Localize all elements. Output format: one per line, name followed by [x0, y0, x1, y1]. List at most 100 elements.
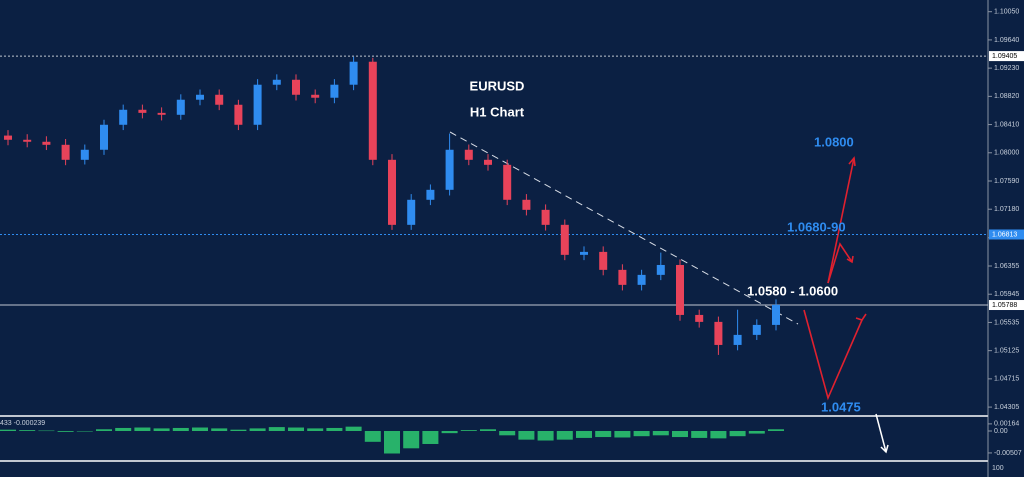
level-label-box: [989, 229, 1024, 240]
candle-body: [464, 149, 473, 160]
histogram-bar: [422, 430, 439, 444]
annotation: 1.0580 - 1.0600: [747, 283, 838, 298]
histogram-bar: [768, 429, 784, 431]
candle-body: [388, 159, 396, 225]
histogram-bar: [211, 428, 228, 431]
candle-body: [4, 135, 12, 140]
histogram-bar: [633, 430, 650, 437]
histogram-bar: [672, 430, 688, 438]
y-tick-label: 1.05535: [994, 319, 1019, 326]
histogram-bar: [326, 427, 343, 431]
histogram-bar: [403, 430, 420, 449]
y-tick-label: 0.00164: [994, 421, 1019, 428]
chart-title: EURUSD: [470, 78, 525, 93]
candle-body: [618, 269, 627, 285]
candle-body: [330, 84, 339, 98]
y-tick-label: -0.00507: [994, 450, 1022, 457]
candle-body: [196, 94, 204, 100]
candle-body: [368, 61, 377, 160]
candle-body: [42, 141, 51, 145]
level-label: 1.09405: [992, 53, 1017, 60]
y-tick-label: 1.09230: [994, 65, 1019, 72]
candle-body: [61, 144, 70, 160]
y-tick-label: 1.07590: [994, 178, 1019, 185]
histogram-bar: [364, 430, 381, 442]
indicator-label: 433 -0.000239: [0, 420, 45, 427]
histogram-bar: [441, 430, 458, 434]
candle-body: [656, 264, 665, 275]
trend-line: [449, 131, 799, 325]
level-label: 1.05788: [992, 302, 1017, 309]
arrows: [803, 156, 867, 401]
histogram-bar: [19, 430, 36, 431]
histogram-bar: [288, 427, 304, 431]
histogram-bar: [96, 429, 112, 431]
candle-body: [503, 164, 512, 200]
candle-body: [176, 99, 185, 115]
candle-body: [311, 94, 320, 98]
y-tick-label: 1.06355: [994, 263, 1019, 270]
candle-body: [676, 264, 684, 315]
y-tick-label: 1.04715: [994, 376, 1019, 383]
candle-body: [23, 139, 32, 142]
histogram-bar: [595, 430, 612, 438]
candle-body: [292, 79, 300, 95]
candle-body: [349, 61, 358, 85]
arrow: [875, 413, 889, 454]
candle-body: [119, 109, 128, 125]
annotation: 1.0680-90: [787, 219, 846, 234]
histogram-bar: [518, 430, 535, 440]
histogram-bar: [172, 427, 189, 431]
candle-body: [407, 199, 416, 225]
y-tick-label: 1.07180: [994, 206, 1019, 213]
histogram-bar: [134, 427, 151, 431]
histogram-bar: [0, 429, 16, 431]
histogram-bar: [230, 429, 247, 431]
y-tick-label: 1.05945: [994, 291, 1019, 298]
candle-body: [772, 304, 780, 325]
histogram-bar: [192, 427, 208, 431]
level-label: 1.06813: [992, 231, 1017, 238]
candle-body: [580, 251, 588, 255]
histogram-bar: [710, 430, 727, 439]
candle-body: [733, 334, 742, 345]
histogram-bar: [153, 428, 170, 431]
histogram-bar: [576, 430, 592, 438]
chart-subtitle: H1 Chart: [470, 104, 525, 119]
histogram-bar: [38, 430, 55, 432]
candle-body: [541, 209, 550, 225]
candle-body: [426, 189, 435, 200]
candle-body: [752, 324, 761, 335]
histogram-bar: [480, 429, 496, 431]
candle-body: [637, 274, 646, 285]
candle-body: [157, 112, 166, 115]
candle-body: [599, 251, 608, 270]
y-tick-label: 1.05125: [994, 347, 1019, 354]
annotation: 1.0800: [814, 134, 854, 149]
histogram-bar: [345, 426, 362, 431]
candle-body: [272, 79, 281, 85]
y-tick-label: 1.08000: [994, 150, 1019, 157]
y-tick-label: 1.10050: [994, 9, 1019, 16]
candle-body: [215, 94, 224, 105]
annotation: 1.0475: [821, 399, 861, 414]
histogram-bar: [729, 430, 746, 437]
candle-body: [445, 149, 454, 190]
candle-body: [234, 104, 243, 125]
y-tick-label: 0.00: [994, 428, 1008, 435]
candle-body: [714, 321, 723, 345]
y-tick-label: 1.08820: [994, 93, 1019, 100]
level-label-box: [989, 300, 1024, 311]
histogram-bar: [307, 428, 324, 431]
candle-body: [80, 149, 89, 160]
candle-body: [522, 199, 531, 210]
candle-body: [484, 159, 492, 165]
y-tick-label: 1.09640: [994, 37, 1019, 44]
histogram-bar: [249, 428, 266, 431]
histogram-bar: [499, 430, 516, 436]
y-tick-label: 1.08410: [994, 121, 1019, 128]
histogram-bar: [115, 427, 132, 431]
histogram-bar: [748, 430, 765, 434]
